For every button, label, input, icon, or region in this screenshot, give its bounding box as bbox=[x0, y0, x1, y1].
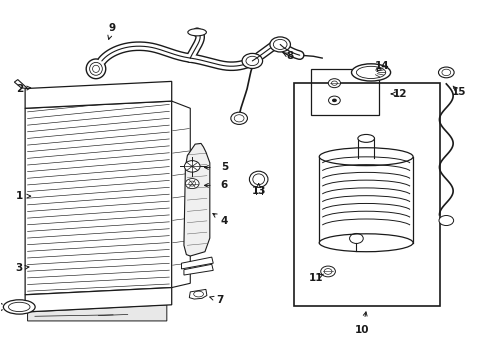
Polygon shape bbox=[25, 81, 172, 108]
Ellipse shape bbox=[329, 96, 340, 105]
Ellipse shape bbox=[439, 216, 454, 226]
Text: 14: 14 bbox=[374, 61, 389, 71]
Ellipse shape bbox=[188, 29, 206, 36]
Text: 4: 4 bbox=[221, 216, 228, 226]
Text: 8: 8 bbox=[286, 51, 294, 61]
Ellipse shape bbox=[319, 234, 413, 252]
Polygon shape bbox=[172, 101, 190, 288]
Ellipse shape bbox=[86, 59, 106, 79]
Ellipse shape bbox=[328, 79, 341, 87]
Text: 3: 3 bbox=[16, 263, 23, 273]
Ellipse shape bbox=[231, 112, 247, 125]
Text: 2: 2 bbox=[16, 84, 23, 94]
Text: 7: 7 bbox=[216, 295, 223, 305]
Ellipse shape bbox=[351, 64, 391, 81]
Ellipse shape bbox=[319, 148, 413, 166]
Ellipse shape bbox=[249, 171, 268, 187]
Ellipse shape bbox=[270, 37, 291, 52]
Ellipse shape bbox=[439, 67, 454, 78]
Polygon shape bbox=[27, 305, 167, 321]
Ellipse shape bbox=[358, 134, 374, 142]
Polygon shape bbox=[189, 289, 207, 299]
Polygon shape bbox=[181, 257, 213, 269]
Polygon shape bbox=[25, 288, 172, 312]
Text: 5: 5 bbox=[221, 162, 228, 172]
Ellipse shape bbox=[242, 53, 263, 68]
Text: 13: 13 bbox=[251, 186, 266, 197]
Text: 11: 11 bbox=[309, 273, 323, 283]
Polygon shape bbox=[25, 101, 172, 295]
Text: 15: 15 bbox=[452, 87, 466, 97]
Ellipse shape bbox=[332, 99, 337, 102]
Bar bbox=[311, 69, 379, 116]
Bar bbox=[294, 83, 441, 306]
Text: 10: 10 bbox=[355, 325, 369, 335]
Polygon shape bbox=[184, 143, 210, 256]
Text: 12: 12 bbox=[393, 89, 408, 99]
Polygon shape bbox=[184, 264, 213, 275]
Text: 1: 1 bbox=[16, 191, 23, 201]
Polygon shape bbox=[14, 80, 27, 89]
Circle shape bbox=[185, 179, 199, 189]
Ellipse shape bbox=[321, 266, 335, 277]
Circle shape bbox=[184, 161, 200, 172]
Ellipse shape bbox=[3, 300, 35, 314]
Text: 9: 9 bbox=[109, 23, 116, 33]
Text: 6: 6 bbox=[221, 180, 228, 190]
